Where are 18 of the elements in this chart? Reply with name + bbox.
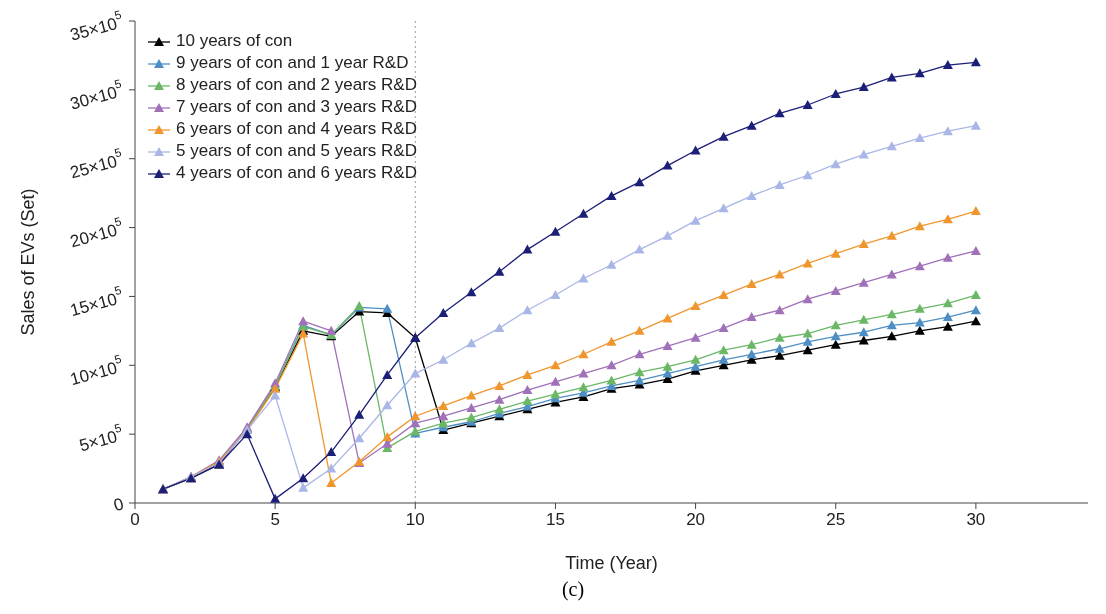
x-tick-label: 15 [545, 510, 565, 529]
legend-label: 5 years of con and 5 years R&D [176, 140, 417, 162]
legend-label: 7 years of con and 3 years R&D [176, 96, 417, 118]
x-tick-label: 0 [130, 510, 140, 529]
y-tick-label: 0 [111, 493, 126, 515]
legend-label: 9 years of con and 1 year R&D [176, 52, 409, 74]
x-tick-label: 25 [826, 510, 846, 529]
legend-label: 4 years of con and 6 years R&D [176, 162, 417, 184]
legend-label: 8 years of con and 2 years R&D [176, 74, 417, 96]
x-tick-label: 10 [405, 510, 425, 529]
legend-label: 10 years of con [176, 30, 293, 52]
x-tick-label: 5 [270, 510, 280, 529]
x-tick-label: 20 [686, 510, 706, 529]
x-tick-label: 30 [966, 510, 986, 529]
text: (c) [560, 578, 586, 601]
legend-label: 6 years of con and 4 years R&D [176, 118, 417, 140]
y-axis-title: Sales of EVs (Set) [18, 188, 39, 336]
x-axis-title: Time (Year) [565, 553, 658, 573]
